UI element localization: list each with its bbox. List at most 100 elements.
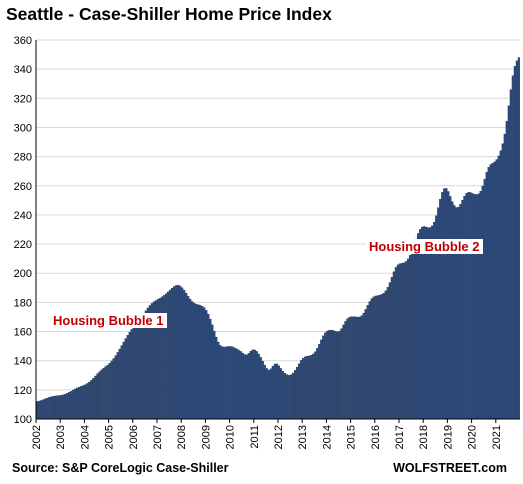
bar — [463, 195, 466, 420]
bar — [314, 351, 317, 420]
bar — [92, 378, 95, 420]
bar — [64, 394, 67, 420]
bar — [289, 374, 293, 420]
bar — [416, 233, 420, 420]
bar — [193, 302, 196, 420]
bar — [49, 396, 53, 420]
x-axis-tick-labels: 2002 2003 2004 2005 2006 2007 2008 2009 2010 2011… — [31, 425, 503, 449]
bar — [376, 295, 379, 420]
bar — [439, 199, 442, 420]
bar — [330, 329, 333, 420]
x-tick-label: 2008 — [176, 425, 188, 449]
bar — [324, 332, 327, 420]
y-tick-label: 120 — [14, 385, 32, 397]
bar — [382, 292, 385, 420]
bar — [219, 345, 222, 420]
bar — [233, 347, 236, 420]
bar — [344, 321, 347, 420]
bar — [203, 307, 206, 420]
bar — [372, 296, 375, 420]
bar — [273, 363, 276, 420]
bar — [241, 352, 244, 420]
bar — [128, 331, 131, 420]
bar — [374, 295, 377, 420]
bar — [60, 395, 63, 420]
x-tick-label: 2013 — [297, 425, 309, 449]
bar — [263, 364, 266, 420]
bar — [259, 357, 262, 420]
bar — [507, 105, 510, 420]
bar — [197, 304, 200, 420]
bar — [515, 60, 518, 420]
bar — [298, 363, 301, 420]
bar — [300, 360, 303, 420]
bar — [287, 375, 291, 420]
bar — [328, 330, 331, 420]
bar — [402, 262, 406, 420]
bar — [483, 179, 486, 420]
bar — [267, 369, 270, 420]
bar — [320, 339, 323, 420]
bar — [477, 193, 480, 420]
bar — [312, 353, 315, 420]
bar — [338, 331, 341, 420]
y-tick-label: 100 — [14, 414, 32, 426]
bar — [78, 386, 81, 420]
bar — [283, 373, 287, 420]
bar — [368, 301, 371, 420]
bar — [124, 338, 127, 420]
bar — [102, 367, 105, 420]
bar — [275, 363, 278, 420]
bar — [72, 389, 75, 420]
bar — [318, 343, 321, 420]
bar — [43, 398, 47, 420]
bar — [114, 355, 117, 420]
bar — [47, 397, 51, 420]
x-tick-label: 2002 — [31, 425, 43, 449]
bar — [189, 299, 192, 420]
bar — [76, 387, 79, 420]
bar — [108, 363, 111, 420]
bar — [265, 368, 268, 420]
bar — [443, 188, 446, 420]
bar — [74, 388, 77, 420]
annotation-housing-bubble-2: Housing Bubble 2 — [366, 239, 483, 254]
bar — [271, 365, 274, 420]
bar — [366, 305, 369, 420]
bar — [291, 372, 295, 420]
bar — [269, 368, 272, 420]
bar — [503, 133, 506, 420]
bar — [237, 349, 240, 420]
bar — [332, 330, 335, 420]
bar — [249, 351, 252, 420]
x-tick-label: 2015 — [346, 425, 358, 449]
bar — [348, 316, 351, 420]
bar — [199, 305, 202, 420]
bar — [423, 226, 426, 420]
bar — [225, 346, 228, 420]
bar — [62, 394, 65, 420]
bar — [388, 282, 391, 420]
bar — [177, 285, 180, 420]
bar — [449, 196, 452, 420]
bar — [370, 298, 373, 420]
bar — [215, 336, 218, 420]
bar — [316, 348, 319, 420]
x-tick-label: 2007 — [152, 425, 164, 449]
bar — [461, 199, 464, 420]
bar — [441, 192, 444, 420]
chart-title: Seattle - Case-Shiller Home Price Index — [6, 4, 332, 24]
bar — [54, 395, 57, 420]
bar — [447, 191, 450, 420]
bar — [378, 294, 381, 420]
x-tick-label: 2020 — [467, 425, 479, 449]
bar — [229, 346, 232, 420]
bar — [68, 392, 71, 420]
bar — [277, 365, 281, 420]
bar — [485, 172, 488, 420]
bar — [384, 290, 387, 420]
bar — [479, 191, 482, 420]
bar — [255, 351, 258, 420]
bar — [58, 395, 61, 420]
bar — [427, 227, 430, 420]
